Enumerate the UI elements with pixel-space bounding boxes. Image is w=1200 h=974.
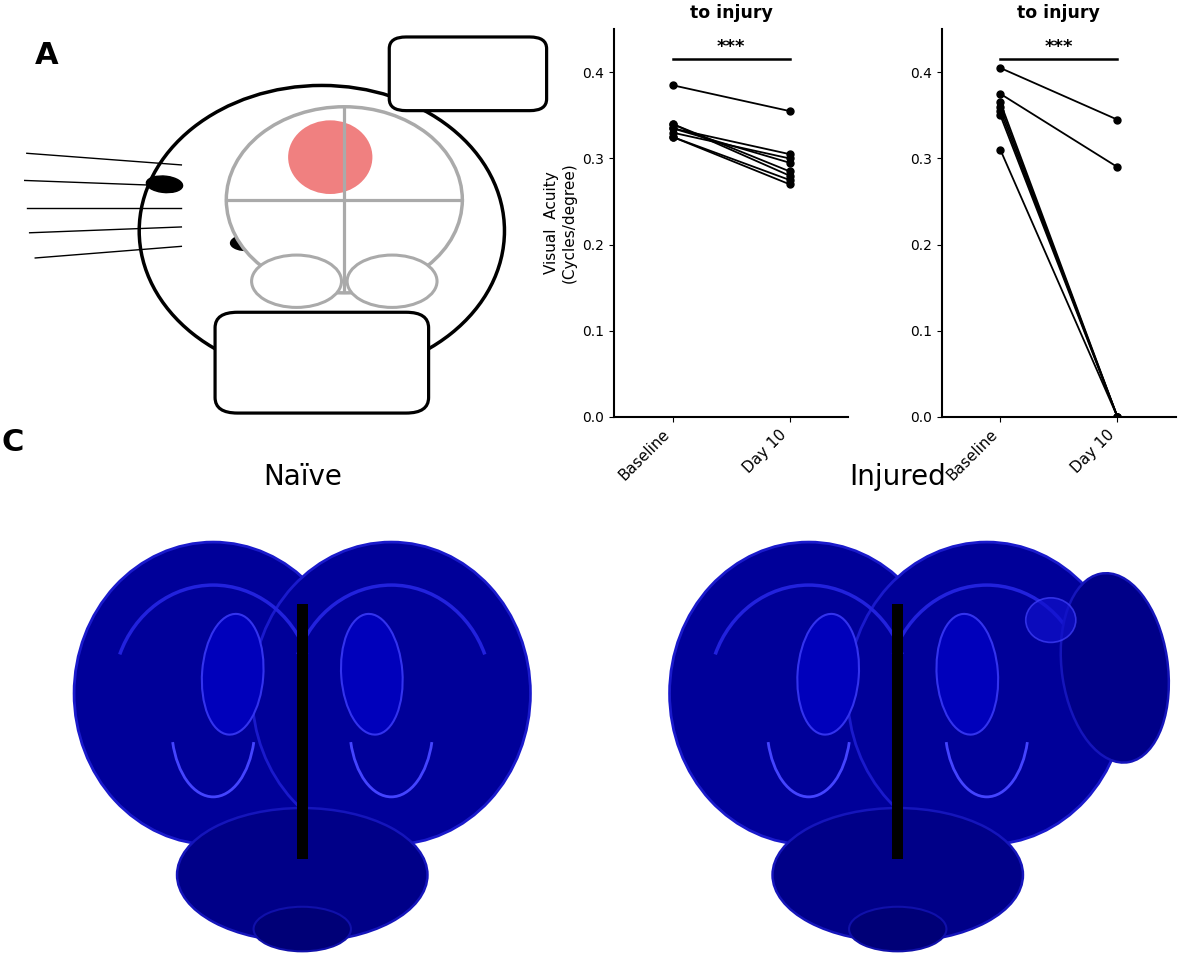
Ellipse shape [347, 255, 437, 308]
Ellipse shape [253, 907, 350, 952]
Ellipse shape [341, 614, 403, 734]
Bar [892, 604, 904, 859]
Bar [296, 604, 308, 859]
Ellipse shape [230, 235, 268, 250]
Title: Visual Acuity,
eye ipsilateral
to injury: Visual Acuity, eye ipsilateral to injury [661, 0, 802, 22]
Ellipse shape [252, 255, 342, 308]
Title: Visual  Acuity,
eye contralateral
to injury: Visual Acuity, eye contralateral to inju… [974, 0, 1144, 22]
Text: ***: *** [1045, 38, 1073, 56]
Text: A: A [35, 41, 59, 70]
Text: Injured: Injured [850, 463, 946, 491]
Ellipse shape [850, 907, 947, 952]
Ellipse shape [773, 808, 1022, 942]
Ellipse shape [936, 614, 998, 734]
Ellipse shape [288, 121, 372, 194]
Ellipse shape [1061, 574, 1169, 763]
Ellipse shape [1026, 598, 1076, 643]
Ellipse shape [139, 86, 504, 376]
Text: Naïve: Naïve [263, 463, 342, 491]
Ellipse shape [202, 614, 264, 734]
Ellipse shape [178, 808, 427, 942]
Ellipse shape [670, 543, 948, 844]
Text: ***: *** [716, 38, 745, 56]
Ellipse shape [847, 543, 1126, 844]
Ellipse shape [146, 176, 182, 193]
Ellipse shape [797, 614, 859, 734]
Ellipse shape [252, 543, 530, 844]
FancyBboxPatch shape [215, 313, 428, 413]
Text: C: C [1, 429, 24, 458]
Ellipse shape [227, 107, 462, 293]
Y-axis label: Visual  Acuity
(Cycles/degree): Visual Acuity (Cycles/degree) [545, 163, 577, 283]
FancyBboxPatch shape [389, 37, 547, 111]
Ellipse shape [74, 543, 353, 844]
